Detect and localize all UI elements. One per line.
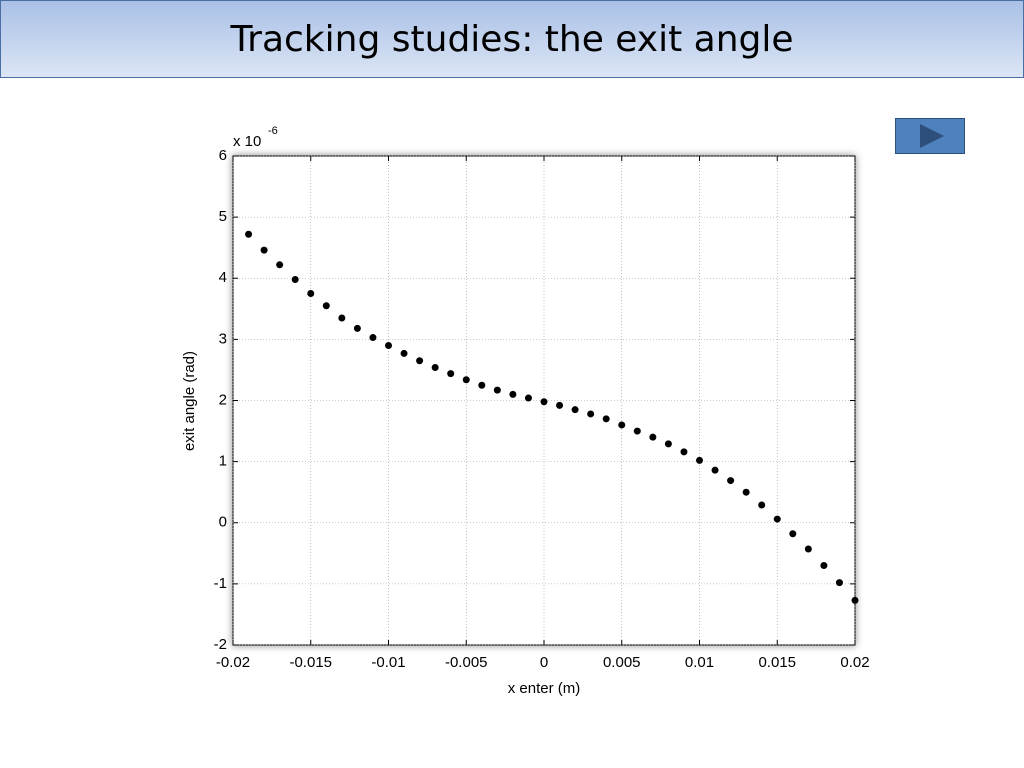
x-tick-label: -0.005 bbox=[445, 654, 488, 671]
data-point bbox=[431, 363, 439, 371]
data-point bbox=[447, 370, 455, 378]
data-point bbox=[307, 290, 315, 298]
play-icon bbox=[920, 124, 944, 148]
data-point bbox=[322, 302, 330, 310]
data-point bbox=[369, 334, 377, 342]
play-button[interactable] bbox=[895, 118, 965, 154]
data-point bbox=[773, 515, 781, 523]
x-tick-label: 0.01 bbox=[685, 654, 714, 671]
y-axis-label: exit angle (rad) bbox=[181, 351, 198, 451]
y-tick-label: -1 bbox=[214, 575, 227, 592]
data-point bbox=[416, 357, 424, 365]
data-point bbox=[478, 381, 486, 389]
data-point bbox=[291, 275, 299, 283]
y-tick-label: 2 bbox=[219, 391, 227, 408]
y-tick-label: 5 bbox=[219, 208, 227, 225]
data-point bbox=[400, 349, 408, 357]
data-point bbox=[338, 314, 346, 322]
data-point bbox=[509, 390, 517, 398]
data-point bbox=[493, 386, 501, 394]
x-tick-label: 0.015 bbox=[758, 654, 796, 671]
data-point bbox=[680, 448, 688, 456]
data-point bbox=[835, 579, 843, 587]
y-tick-label: 3 bbox=[219, 330, 227, 347]
data-point bbox=[727, 477, 735, 485]
data-point bbox=[633, 427, 641, 435]
x-tick-label: -0.01 bbox=[371, 654, 405, 671]
data-point bbox=[260, 246, 268, 254]
data-point bbox=[602, 415, 610, 423]
data-point bbox=[524, 394, 532, 402]
data-point bbox=[711, 466, 719, 474]
data-point bbox=[556, 401, 564, 409]
y-tick-label: 4 bbox=[219, 269, 227, 286]
x-axis-label: x enter (m) bbox=[508, 680, 581, 697]
data-point bbox=[649, 433, 657, 441]
y-tick-label: -2 bbox=[214, 636, 227, 653]
y-tick-label: 0 bbox=[219, 514, 227, 531]
data-point bbox=[820, 562, 828, 570]
data-point bbox=[587, 410, 595, 418]
data-point bbox=[245, 230, 253, 238]
data-point bbox=[276, 261, 284, 269]
data-point bbox=[462, 376, 470, 384]
data-point bbox=[851, 596, 859, 604]
plot-area bbox=[232, 155, 856, 646]
data-point bbox=[385, 341, 392, 349]
x-tick-label: -0.02 bbox=[216, 654, 250, 671]
header: Tracking studies: the exit angle bbox=[0, 0, 1024, 78]
y-tick-label: 6 bbox=[219, 147, 227, 164]
y-multiplier: x 10 bbox=[233, 133, 261, 150]
x-tick-label: 0 bbox=[540, 654, 548, 671]
data-point bbox=[804, 545, 812, 553]
x-tick-label: 0.005 bbox=[603, 654, 641, 671]
data-point bbox=[664, 440, 672, 448]
x-tick-label: 0.02 bbox=[840, 654, 869, 671]
x-tick-label: -0.015 bbox=[289, 654, 332, 671]
data-point bbox=[353, 324, 361, 332]
data-point bbox=[540, 398, 548, 406]
data-point bbox=[696, 456, 703, 464]
data-point bbox=[618, 421, 626, 429]
y-tick-label: 1 bbox=[219, 453, 227, 470]
data-point bbox=[571, 406, 579, 414]
slide-title: Tracking studies: the exit angle bbox=[230, 18, 794, 60]
data-point bbox=[742, 488, 750, 496]
data-point bbox=[758, 501, 766, 509]
y-multiplier-exponent: -6 bbox=[268, 125, 278, 137]
data-point bbox=[789, 530, 797, 538]
